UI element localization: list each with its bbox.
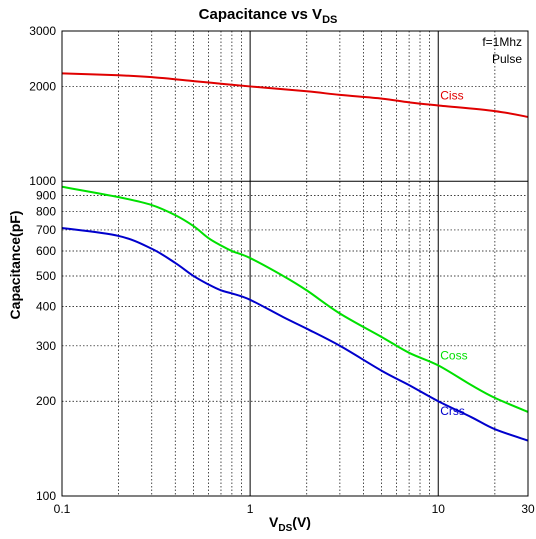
series-line-coss xyxy=(61,185,529,413)
series-label-coss: Coss xyxy=(440,348,467,362)
y-tick-label: 100 xyxy=(36,489,56,503)
y-tick-label: 300 xyxy=(36,339,56,353)
grid xyxy=(62,31,528,496)
plot-frame xyxy=(61,30,529,497)
y-axis-label: Capacitance(pF) xyxy=(7,211,23,320)
x-tick-label: 10 xyxy=(432,502,446,516)
series-label-crss: Crss xyxy=(440,404,465,418)
y-tick-label: 800 xyxy=(36,205,56,219)
y-tick-label: 3000 xyxy=(29,24,56,38)
x-tick-labels: 0.1 1 10 30 xyxy=(54,502,535,516)
y-tick-label: 2000 xyxy=(29,79,56,93)
x-tick-label: 0.1 xyxy=(54,502,71,516)
y-tick-label: 900 xyxy=(36,189,56,203)
y-tick-label: 600 xyxy=(36,244,56,258)
x-axis-label: VDS(V) xyxy=(269,514,311,534)
series-line-crss xyxy=(61,227,529,442)
x-tick-label: 30 xyxy=(521,502,535,516)
y-tick-label: 700 xyxy=(36,223,56,237)
y-tick-label: 400 xyxy=(36,299,56,313)
series-label-ciss: Ciss xyxy=(440,88,463,102)
y-tick-label: 500 xyxy=(36,269,56,283)
y-tick-label: 200 xyxy=(36,394,56,408)
series-line-ciss xyxy=(61,72,529,118)
series-lines xyxy=(61,72,529,442)
y-tick-label: 1000 xyxy=(29,174,56,188)
annotation-frequency: f=1Mhz xyxy=(482,35,522,49)
annotation-pulse: Pulse xyxy=(492,52,522,66)
chart-title: Capacitance vs VDS xyxy=(199,6,338,26)
x-tick-label: 1 xyxy=(247,502,254,516)
series-labels: Ciss Coss Crss xyxy=(440,88,467,418)
